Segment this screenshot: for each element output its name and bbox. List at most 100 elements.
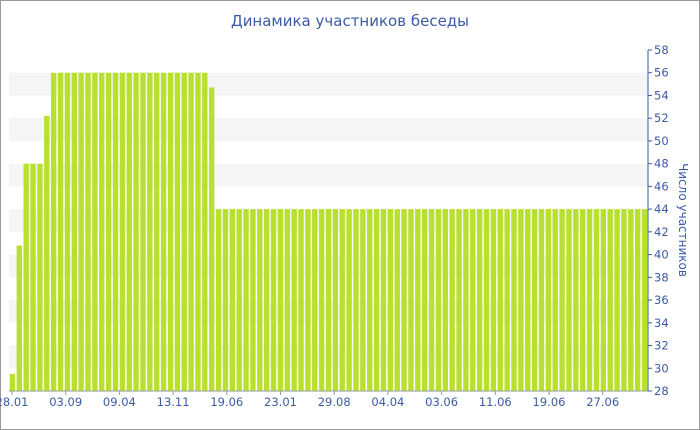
bar — [325, 209, 332, 391]
y-tick-label: 36 — [654, 293, 669, 307]
bar — [284, 209, 290, 391]
bar — [566, 209, 572, 391]
bar — [435, 209, 442, 391]
y-tick-label: 44 — [654, 202, 669, 216]
bar — [133, 72, 139, 391]
bar — [16, 245, 22, 391]
bar — [367, 209, 373, 391]
bar — [64, 72, 71, 391]
bar — [580, 209, 586, 391]
bar — [525, 209, 531, 391]
x-tick-label: 03.06 — [425, 395, 458, 409]
bar — [105, 72, 112, 391]
bar — [126, 72, 132, 391]
bar — [85, 72, 91, 391]
bar — [600, 209, 607, 391]
bar — [497, 209, 503, 391]
x-tick-label: 19.06 — [210, 395, 243, 409]
bar — [360, 209, 366, 391]
bar — [531, 209, 538, 391]
bar — [518, 209, 524, 391]
y-tick-label: 28 — [654, 384, 669, 398]
bar — [188, 72, 194, 391]
bar — [50, 72, 57, 391]
bar — [346, 209, 352, 391]
bar — [387, 209, 394, 391]
grid-band — [9, 72, 648, 96]
bar — [298, 209, 304, 391]
y-tick-label: 48 — [654, 157, 669, 171]
bar — [586, 209, 593, 391]
bar — [243, 209, 249, 391]
bar — [250, 209, 256, 391]
bar — [154, 72, 160, 391]
x-tick-label: 28.01 — [0, 395, 28, 409]
bar — [573, 209, 579, 391]
y-tick-label: 32 — [654, 339, 669, 353]
bar — [30, 163, 36, 391]
bar — [160, 72, 167, 391]
bar — [181, 72, 187, 391]
bar — [552, 209, 558, 391]
bar — [174, 72, 181, 391]
bar — [621, 209, 627, 391]
bar — [353, 209, 359, 391]
y-tick-label: 38 — [654, 270, 669, 284]
bar — [305, 209, 311, 391]
bar — [628, 209, 634, 391]
y-tick-label: 54 — [654, 88, 669, 102]
bar — [167, 72, 174, 391]
y-tick-label: 58 — [654, 43, 669, 57]
x-tick-label: 29.08 — [318, 395, 351, 409]
bar — [291, 209, 297, 391]
bar — [222, 209, 229, 391]
bar — [270, 209, 277, 391]
bar — [504, 209, 510, 391]
bar — [593, 209, 600, 391]
bar — [9, 373, 16, 391]
bar — [614, 209, 620, 391]
bar — [641, 209, 648, 391]
x-tick-label: 13.11 — [157, 395, 190, 409]
bar — [263, 209, 270, 391]
x-tick-label: 27.06 — [586, 395, 619, 409]
x-tick-label: 19.06 — [533, 395, 566, 409]
y-tick-label: 50 — [654, 134, 669, 148]
bar — [57, 72, 64, 391]
bar — [545, 209, 552, 391]
bar — [339, 209, 345, 391]
y-tick-label: 52 — [654, 111, 669, 125]
bar — [312, 209, 318, 391]
bar — [229, 209, 235, 391]
bar — [215, 209, 222, 391]
bar — [373, 209, 380, 391]
bar — [44, 115, 50, 392]
bar — [456, 209, 462, 391]
bar — [422, 209, 428, 391]
y-axis-label: Число участников — [676, 163, 690, 277]
bar — [23, 163, 29, 391]
bar — [511, 209, 517, 391]
bar — [635, 209, 641, 391]
bars — [9, 72, 648, 392]
y-tick-label: 40 — [654, 248, 669, 262]
bar — [559, 209, 565, 391]
bar — [202, 72, 208, 391]
bar — [92, 72, 98, 391]
y-tick-label: 56 — [654, 66, 669, 80]
y-tick-label: 42 — [654, 225, 669, 239]
bar — [442, 209, 448, 391]
grid-band — [9, 163, 648, 187]
y-tick-label: 34 — [654, 316, 669, 330]
bar — [195, 72, 201, 391]
x-tick-label: 23.01 — [264, 395, 297, 409]
bar — [415, 209, 421, 391]
bar — [449, 209, 455, 391]
bar — [119, 72, 126, 391]
bar — [408, 209, 414, 391]
bar — [140, 72, 146, 391]
y-tick-label: 46 — [654, 179, 669, 193]
bar — [476, 209, 483, 391]
x-tick-label: 09.04 — [103, 395, 136, 409]
y-tick-label: 30 — [654, 361, 669, 375]
